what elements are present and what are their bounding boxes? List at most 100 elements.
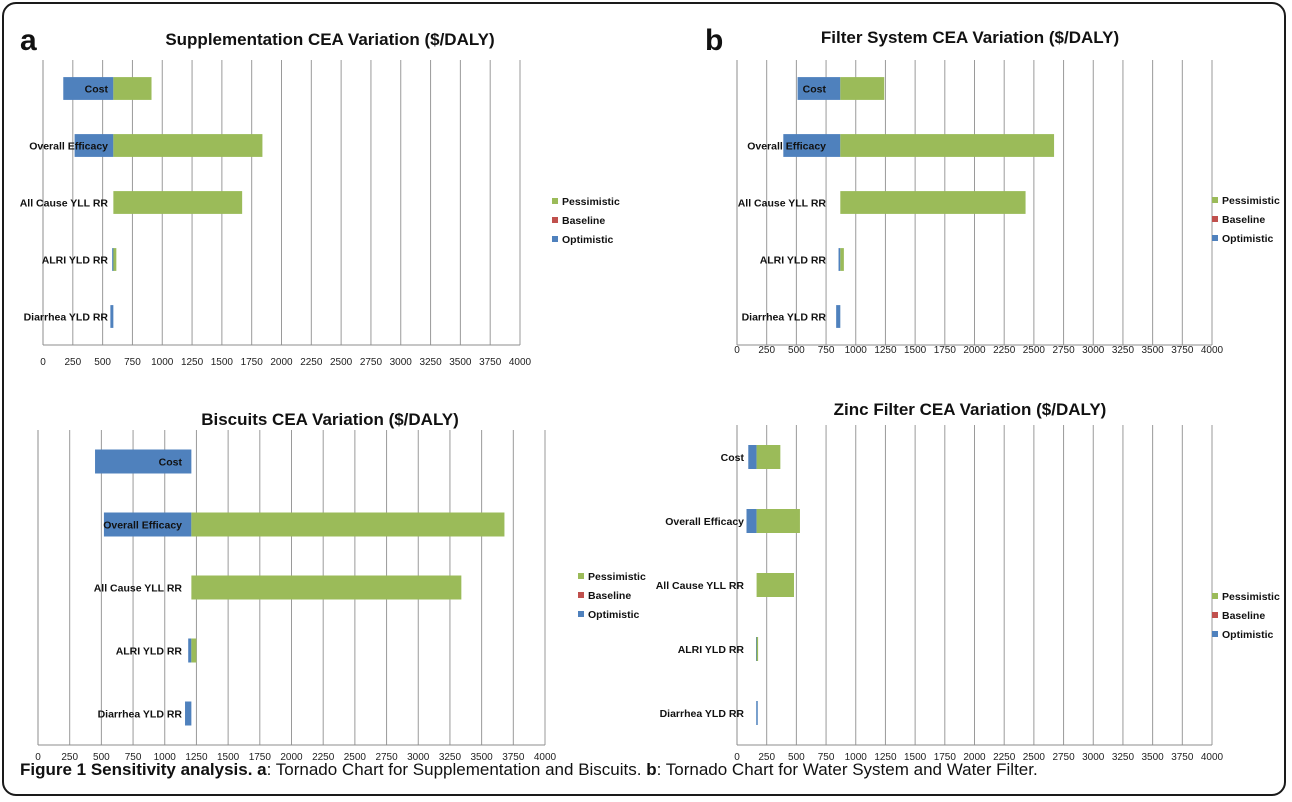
x-tick-label: 4000 — [1201, 345, 1224, 356]
category-label: Diarrhea YLD RR — [98, 709, 183, 721]
pessimistic-bar — [191, 575, 462, 600]
x-tick-label: 1000 — [845, 752, 868, 763]
optimistic-bar — [110, 305, 114, 328]
x-tick-label: 4000 — [1201, 752, 1224, 763]
x-tick-label: 0 — [734, 752, 740, 763]
chart-1: Supplementation CEA Variation ($/DALY) 0 2… — [20, 30, 620, 368]
category-label: ALRI YLD RR — [760, 255, 827, 267]
caption-b-text: : Tornado Chart for Water System and Wat… — [656, 760, 1038, 779]
x-tick-label: 3000 — [1082, 752, 1105, 763]
legend-label: Optimistic — [1222, 629, 1274, 641]
x-tick-label: 1250 — [181, 357, 204, 368]
x-tick-label: 2500 — [1023, 345, 1046, 356]
x-tick-label: 3250 — [1112, 752, 1135, 763]
charts-group: Supplementation CEA Variation ($/DALY) 0 2… — [20, 28, 1280, 763]
chart-title: Zinc Filter CEA Variation ($/DALY) — [834, 400, 1107, 419]
x-tick-label: 1250 — [185, 752, 208, 763]
optimistic-bar — [838, 248, 841, 271]
x-tick-label: 500 — [94, 357, 111, 368]
legend-swatch — [1212, 216, 1218, 222]
caption-b-letter: b — [646, 760, 657, 779]
x-tick-label: 2500 — [344, 752, 367, 763]
legend-label: Pessimistic — [1222, 195, 1280, 207]
x-tick-label: 2500 — [330, 357, 353, 368]
panel-letter-b: b — [705, 24, 723, 57]
category-label: ALRI YLD RR — [116, 646, 183, 658]
chart-2: Filter System CEA Variation ($/DALY) 0 250… — [734, 28, 1280, 356]
pessimistic-bar — [756, 509, 800, 533]
x-tick-label: 750 — [125, 752, 142, 763]
category-label: Overall Efficacy — [103, 520, 182, 532]
chart-3: Biscuits CEA Variation ($/DALY) 0 250 500 75… — [35, 410, 646, 763]
optimistic-bar — [797, 77, 841, 100]
legend-swatch — [1212, 612, 1218, 618]
x-tick-label: 1750 — [934, 345, 957, 356]
x-tick-label: 1250 — [874, 345, 897, 356]
x-tick-label: 2750 — [375, 752, 398, 763]
x-tick-label: 0 — [35, 752, 41, 763]
x-tick-label: 250 — [758, 345, 775, 356]
legend-label: Baseline — [588, 590, 631, 602]
chart-title: Filter System CEA Variation ($/DALY) — [821, 28, 1119, 47]
x-tick-label: 1750 — [934, 752, 957, 763]
pessimistic-bar — [840, 248, 844, 271]
legend-swatch — [578, 611, 584, 617]
x-tick-label: 250 — [61, 752, 78, 763]
legend-label: Baseline — [562, 215, 605, 227]
optimistic-bar — [783, 134, 841, 157]
x-tick-label: 1000 — [151, 357, 174, 368]
x-tick-label: 2500 — [1023, 752, 1046, 763]
panel-letter-a: a — [20, 24, 37, 57]
x-tick-label: 3750 — [502, 752, 525, 763]
legend-swatch — [552, 198, 558, 204]
x-tick-label: 2000 — [963, 345, 986, 356]
x-tick-label: 1750 — [249, 752, 272, 763]
x-tick-label: 2000 — [963, 752, 986, 763]
optimistic-bar — [756, 701, 758, 725]
x-tick-label: 3250 — [1112, 345, 1135, 356]
x-tick-label: 250 — [64, 357, 81, 368]
x-tick-label: 500 — [788, 345, 805, 356]
x-tick-label: 2250 — [993, 345, 1016, 356]
category-label: All Cause YLL RR — [656, 580, 745, 592]
legend-label: Baseline — [1222, 214, 1265, 226]
category-label: Cost — [85, 84, 109, 96]
x-tick-label: 3750 — [1171, 345, 1194, 356]
chart-title: Supplementation CEA Variation ($/DALY) — [165, 30, 494, 49]
category-label: ALRI YLD RR — [678, 644, 745, 656]
x-tick-label: 3500 — [471, 752, 494, 763]
caption-a-letter: a — [257, 760, 267, 779]
pessimistic-bar — [113, 248, 117, 271]
x-tick-label: 3500 — [1142, 345, 1165, 356]
legend-swatch — [578, 592, 584, 598]
x-tick-label: 3000 — [407, 752, 430, 763]
x-tick-label: 1000 — [845, 345, 868, 356]
caption-title: Figure 1 Sensitivity analysis. — [20, 760, 253, 779]
caption-a-text: : Tornado Chart for Supplementation and … — [266, 760, 642, 779]
category-label: All Cause YLL RR — [20, 198, 109, 210]
category-label: Overall Efficacy — [29, 141, 108, 153]
x-tick-label: 2750 — [1052, 752, 1075, 763]
x-tick-label: 2250 — [993, 752, 1016, 763]
x-tick-label: 500 — [788, 752, 805, 763]
x-tick-label: 2000 — [280, 752, 303, 763]
x-tick-label: 500 — [93, 752, 110, 763]
x-tick-label: 1000 — [154, 752, 177, 763]
category-label: All Cause YLL RR — [94, 583, 183, 595]
legend-label: Baseline — [1222, 610, 1265, 622]
optimistic-bar — [836, 305, 841, 328]
category-label: ALRI YLD RR — [42, 255, 109, 267]
x-tick-label: 3000 — [1082, 345, 1105, 356]
legend-label: Pessimistic — [562, 196, 620, 208]
legend-label: Optimistic — [588, 609, 640, 621]
pessimistic-bar — [840, 191, 1026, 214]
optimistic-bar — [103, 512, 192, 537]
category-label: Diarrhea YLD RR — [742, 312, 827, 324]
x-tick-label: 3250 — [419, 357, 442, 368]
category-label: Diarrhea YLD RR — [660, 708, 745, 720]
x-tick-label: 2250 — [300, 357, 323, 368]
x-tick-label: 2750 — [360, 357, 383, 368]
category-label: Cost — [803, 84, 827, 96]
optimistic-bar — [746, 509, 757, 533]
